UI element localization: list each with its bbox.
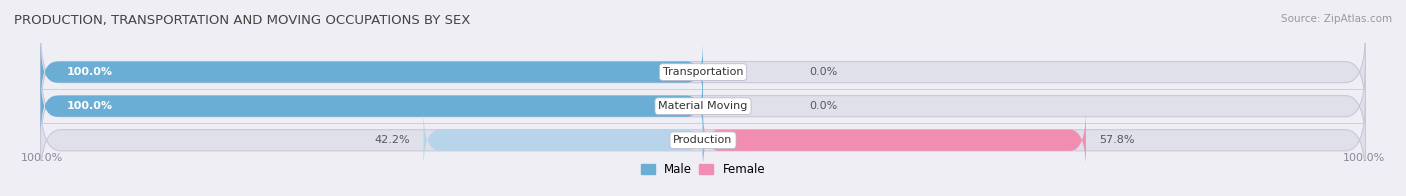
Legend: Male, Female: Male, Female: [636, 158, 770, 181]
Text: 42.2%: 42.2%: [374, 135, 411, 145]
FancyBboxPatch shape: [41, 42, 703, 103]
Text: Production: Production: [673, 135, 733, 145]
FancyBboxPatch shape: [41, 66, 1365, 147]
FancyBboxPatch shape: [423, 110, 703, 171]
Text: 100.0%: 100.0%: [67, 67, 112, 77]
FancyBboxPatch shape: [41, 76, 703, 137]
Text: 57.8%: 57.8%: [1099, 135, 1135, 145]
Text: 0.0%: 0.0%: [808, 67, 837, 77]
Text: 100.0%: 100.0%: [1343, 153, 1385, 163]
Text: Material Moving: Material Moving: [658, 101, 748, 111]
FancyBboxPatch shape: [703, 110, 1085, 171]
Text: PRODUCTION, TRANSPORTATION AND MOVING OCCUPATIONS BY SEX: PRODUCTION, TRANSPORTATION AND MOVING OC…: [14, 14, 471, 27]
Text: 100.0%: 100.0%: [21, 153, 63, 163]
FancyBboxPatch shape: [41, 100, 1365, 181]
Text: Transportation: Transportation: [662, 67, 744, 77]
Text: Source: ZipAtlas.com: Source: ZipAtlas.com: [1281, 14, 1392, 24]
FancyBboxPatch shape: [41, 32, 1365, 113]
Text: 0.0%: 0.0%: [808, 101, 837, 111]
Text: 100.0%: 100.0%: [67, 101, 112, 111]
